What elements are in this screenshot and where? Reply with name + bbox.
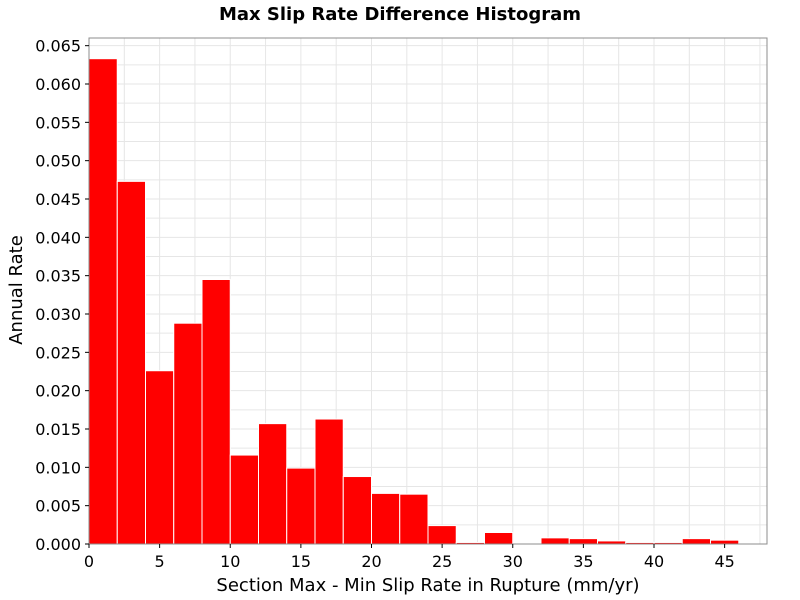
chart-title: Max Slip Rate Difference Histogram <box>219 4 581 25</box>
histogram-bar-10 <box>371 492 401 545</box>
x-axis-label: Section Max - Min Slip Rate in Rupture (… <box>216 575 639 596</box>
x-tick-label: 45 <box>714 552 734 571</box>
histogram-bar-17 <box>568 538 598 545</box>
x-tick-label: 5 <box>155 552 165 571</box>
y-tick-label: 0.065 <box>35 37 81 56</box>
x-tick-label: 0 <box>84 552 94 571</box>
y-tick-label: 0.060 <box>35 75 81 94</box>
histogram-bar-3 <box>173 322 203 545</box>
y-tick-label: 0.020 <box>35 382 81 401</box>
y-axis-ticks: 0.000 0.005 0.010 0.015 0.020 0.025 0.030 0.035… <box>35 37 89 554</box>
histogram-bar-14 <box>484 532 514 545</box>
histogram-bar-5 <box>229 454 259 545</box>
y-tick-label: 0.035 <box>35 267 81 286</box>
x-tick-label: 10 <box>220 552 240 571</box>
x-axis-ticks: 0 5 10 15 20 25 30 35 40 45 <box>84 544 735 571</box>
x-tick-label: 35 <box>573 552 593 571</box>
grid-lines <box>89 38 767 544</box>
y-tick-label: 0.055 <box>35 113 81 132</box>
y-tick-label: 0.030 <box>35 305 81 324</box>
histogram-bar-22 <box>710 539 740 545</box>
x-tick-label: 25 <box>432 552 452 571</box>
histogram-bar-16 <box>540 537 570 545</box>
x-tick-label: 30 <box>503 552 523 571</box>
y-tick-label: 0.015 <box>35 420 81 439</box>
y-tick-label: 0.050 <box>35 152 81 171</box>
histogram-bar-2 <box>145 370 175 545</box>
histogram-bar-8 <box>314 418 344 545</box>
histogram-bar-4 <box>201 279 231 545</box>
histogram-bar-11 <box>399 493 429 545</box>
histogram-bar-0 <box>88 58 118 545</box>
y-tick-label: 0.000 <box>35 535 81 554</box>
histogram-bar-6 <box>258 423 288 545</box>
histogram-bar-12 <box>427 525 457 545</box>
x-tick-label: 15 <box>291 552 311 571</box>
y-tick-label: 0.040 <box>35 228 81 247</box>
y-tick-label: 0.045 <box>35 190 81 209</box>
y-tick-label: 0.010 <box>35 458 81 477</box>
histogram-bar-21 <box>681 538 711 545</box>
x-tick-label: 20 <box>361 552 381 571</box>
histogram-bar-1 <box>116 180 146 545</box>
x-tick-label: 40 <box>644 552 664 571</box>
histogram-bar-9 <box>342 476 372 545</box>
y-axis-label: Annual Rate <box>6 235 27 345</box>
plot-area <box>88 37 768 545</box>
y-tick-label: 0.025 <box>35 343 81 362</box>
bars <box>88 58 740 545</box>
y-tick-label: 0.005 <box>35 497 81 516</box>
histogram-bar-7 <box>286 467 316 545</box>
